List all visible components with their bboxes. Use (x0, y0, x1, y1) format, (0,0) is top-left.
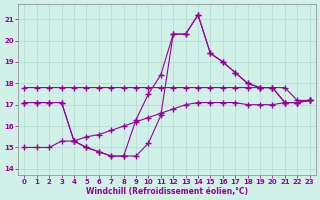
X-axis label: Windchill (Refroidissement éolien,°C): Windchill (Refroidissement éolien,°C) (86, 187, 248, 196)
